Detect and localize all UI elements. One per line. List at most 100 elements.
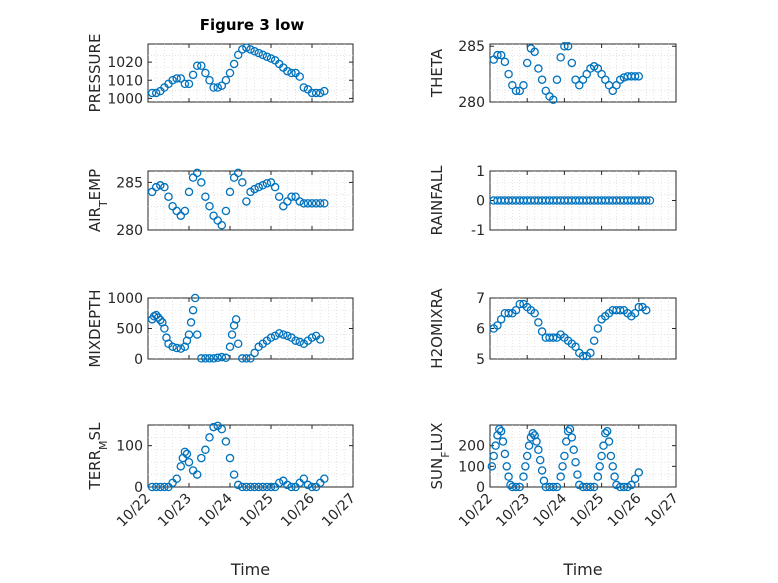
data-point [528, 429, 538, 438]
data-point [496, 50, 506, 60]
data-point [168, 342, 177, 352]
data-point [534, 318, 543, 327]
data-point [274, 192, 284, 201]
data-point [262, 482, 272, 492]
data-point [270, 331, 280, 341]
x-tick-label: 10/24 [530, 490, 570, 530]
data-point [225, 453, 235, 463]
y-tick-label: 285 [458, 39, 485, 55]
data-point [511, 305, 521, 315]
data-point [500, 449, 510, 459]
data-point [532, 437, 541, 446]
data-point [565, 424, 575, 434]
data-point [176, 344, 186, 353]
y-tick-label: 280 [116, 223, 143, 239]
data-point [262, 52, 272, 61]
data-point [266, 333, 276, 342]
data-point [160, 482, 169, 492]
data-point [250, 482, 259, 492]
data-point [599, 441, 608, 450]
data-point [233, 339, 243, 348]
data-point [147, 88, 157, 98]
data-point [311, 199, 321, 208]
data-point [221, 353, 231, 363]
data-point [558, 462, 567, 471]
data-point [641, 305, 651, 315]
data-point [315, 199, 325, 208]
plot-area [489, 297, 677, 360]
data-point [563, 426, 573, 436]
data-point [172, 74, 181, 83]
data-point [258, 181, 268, 190]
data-point [201, 192, 210, 201]
x-tick-label: 10/25 [568, 491, 608, 531]
data-point [604, 437, 614, 446]
data-point [205, 433, 214, 442]
data-point [205, 76, 214, 85]
data-point [242, 197, 251, 206]
data-point [184, 457, 194, 467]
data-point [307, 333, 317, 342]
x-tick-label: 10/23 [493, 491, 533, 531]
data-point [615, 305, 625, 315]
y-tick-label: 7 [476, 291, 485, 307]
data-point [295, 72, 304, 81]
data-point [597, 451, 606, 461]
data-point [238, 354, 247, 363]
data-point [645, 196, 655, 205]
data-point [548, 95, 558, 105]
subplot-terr-msl: 0 100 10/22 10/23 10/24 10/25 10/26 10/27 TERRMS… [86, 421, 359, 579]
data-point [556, 472, 565, 481]
y-tick-label: 1010 [107, 73, 143, 89]
data-point [630, 474, 640, 483]
data-point [192, 330, 202, 339]
data-point [320, 474, 329, 483]
y-tick-label: 0 [476, 480, 485, 496]
data-point [287, 482, 296, 492]
data-point [519, 81, 528, 90]
data-point [151, 310, 161, 320]
data-point [164, 192, 173, 201]
data-point [238, 482, 247, 492]
data-point [630, 308, 640, 318]
data-point [225, 342, 235, 352]
data-point [184, 330, 194, 339]
data-point [519, 472, 528, 481]
data-point [221, 437, 231, 446]
y-tick-label: 5 [476, 352, 485, 368]
data-point [569, 445, 578, 455]
x-tick-label: 10/23 [155, 491, 195, 531]
y-tick-label: -1 [471, 223, 485, 239]
data-point [188, 305, 198, 315]
data-point [287, 68, 296, 78]
y-tick-label: 0 [476, 194, 485, 210]
data-point [311, 88, 321, 98]
data-point [176, 211, 186, 220]
data-point [242, 354, 251, 363]
data-point [184, 187, 194, 197]
data-point [315, 88, 325, 98]
data-point [489, 451, 498, 461]
data-point [299, 474, 309, 483]
data-point [515, 482, 525, 492]
x-tick-label: 10/27 [642, 491, 682, 531]
data-point [567, 433, 577, 442]
data-point [176, 462, 186, 471]
x-tick-label: 10/26 [605, 490, 645, 530]
data-point [548, 482, 558, 492]
data-point [172, 343, 181, 353]
data-point [563, 41, 573, 51]
data-point [190, 293, 200, 303]
y-axis-label: PRESSURE [86, 34, 104, 113]
data-point [274, 478, 284, 488]
data-point [641, 196, 651, 205]
data-point [586, 482, 595, 492]
data-point [233, 50, 243, 60]
y-tick-label: 100 [116, 439, 143, 455]
data-point [586, 348, 595, 358]
y-tick-label: 280 [458, 95, 485, 111]
data-point [254, 48, 263, 58]
data-point [217, 220, 227, 230]
